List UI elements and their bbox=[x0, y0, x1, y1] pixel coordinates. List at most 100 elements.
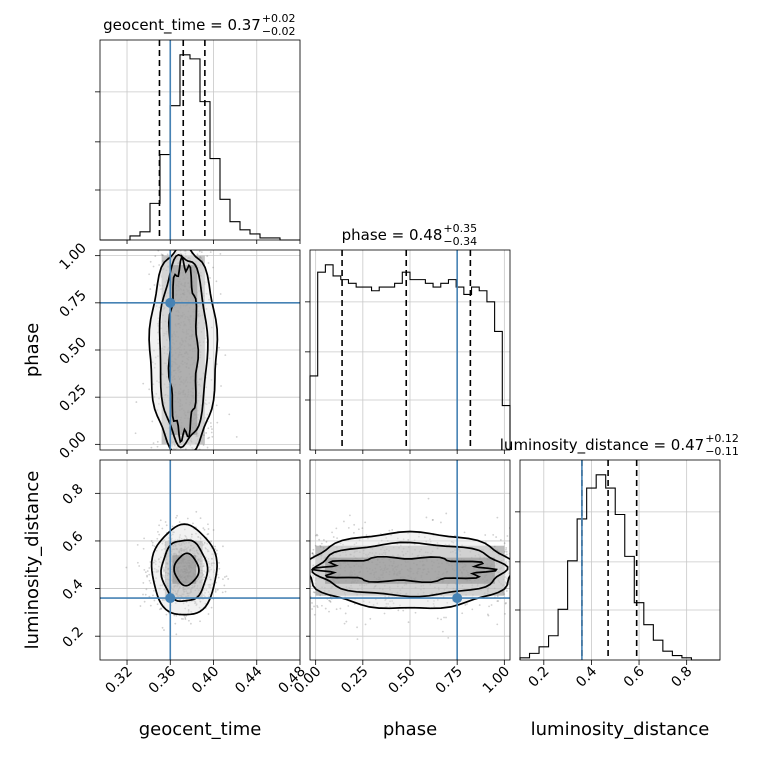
sample-point bbox=[312, 554, 315, 556]
sample-point bbox=[383, 612, 386, 615]
hist-panel-geocent_time bbox=[95, 39, 301, 241]
sample-point bbox=[144, 593, 147, 596]
sample-point bbox=[344, 612, 347, 615]
sample-point bbox=[218, 567, 221, 570]
sample-point bbox=[320, 542, 323, 545]
sample-point bbox=[156, 445, 159, 448]
sample-point bbox=[503, 550, 506, 553]
sample-point bbox=[150, 540, 153, 542]
sample-point bbox=[149, 582, 152, 584]
sample-point bbox=[440, 618, 443, 621]
sample-point bbox=[478, 604, 481, 606]
sample-point bbox=[146, 570, 149, 572]
sample-point bbox=[353, 523, 356, 526]
x-axis-label-phase: phase bbox=[383, 719, 437, 740]
sample-point bbox=[161, 254, 164, 257]
sample-point bbox=[312, 591, 315, 594]
sample-point bbox=[414, 611, 417, 614]
sample-point bbox=[486, 613, 489, 616]
sample-point bbox=[210, 425, 212, 428]
sample-point bbox=[157, 530, 159, 533]
sample-point bbox=[463, 531, 466, 534]
sample-point bbox=[311, 552, 314, 555]
sample-point bbox=[235, 436, 238, 438]
sample-point bbox=[495, 536, 498, 538]
y-tick-label: 0.00 bbox=[56, 429, 89, 462]
contour-line-2 bbox=[173, 552, 200, 587]
x-tick-label: 0.8 bbox=[668, 664, 695, 691]
sample-point bbox=[151, 541, 154, 544]
sample-point bbox=[148, 567, 151, 569]
contour-line-2 bbox=[310, 555, 498, 584]
sample-point bbox=[215, 581, 217, 584]
sample-point bbox=[215, 404, 218, 407]
sample-point bbox=[142, 593, 144, 596]
y-tick-label: 0.25 bbox=[56, 382, 89, 415]
sample-point bbox=[207, 613, 210, 615]
contour-line-1 bbox=[158, 253, 209, 449]
sample-point bbox=[311, 602, 313, 604]
sample-point bbox=[136, 543, 139, 546]
hist-panel-luminosity_distance bbox=[515, 459, 721, 661]
sample-point bbox=[349, 514, 351, 517]
sample-point bbox=[343, 520, 345, 523]
title-geocent_time: geocent_time = 0.37 +0.02−0.02 bbox=[103, 12, 295, 38]
sample-point bbox=[161, 626, 164, 629]
sample-point bbox=[211, 428, 213, 430]
sample-point bbox=[202, 527, 205, 530]
x-tick-label: 0.44 bbox=[232, 663, 265, 696]
sample-point bbox=[335, 608, 338, 611]
truth-marker bbox=[165, 297, 176, 308]
sample-point bbox=[311, 608, 313, 610]
sample-point bbox=[190, 622, 192, 625]
y-tick-label: 0.75 bbox=[56, 287, 89, 320]
sample-point bbox=[146, 574, 148, 577]
y-tick-label: 0.8 bbox=[60, 481, 87, 508]
sample-point bbox=[182, 618, 185, 620]
density-panel-geocent_time-luminosity_distance bbox=[99, 459, 301, 661]
sample-point bbox=[312, 548, 315, 551]
sample-point bbox=[487, 614, 490, 617]
sample-point bbox=[425, 516, 428, 519]
sample-point bbox=[209, 251, 212, 254]
x-tick-label: 0.25 bbox=[338, 664, 371, 697]
sample-point bbox=[496, 623, 499, 626]
sample-point bbox=[316, 606, 319, 609]
sample-point bbox=[196, 253, 199, 256]
sample-point bbox=[328, 610, 330, 613]
sample-point bbox=[466, 603, 468, 605]
sample-point bbox=[207, 427, 210, 430]
sample-point bbox=[427, 497, 430, 500]
sample-point bbox=[364, 623, 367, 626]
sample-point bbox=[143, 568, 146, 571]
sample-point bbox=[159, 608, 161, 611]
sample-point bbox=[149, 288, 152, 290]
density-panel-geocent_time-phase bbox=[99, 249, 301, 451]
sample-point bbox=[151, 544, 154, 547]
y-tick-label: 0.6 bbox=[60, 529, 87, 556]
sample-point bbox=[214, 545, 217, 548]
sample-point bbox=[210, 431, 213, 434]
sample-point bbox=[488, 605, 490, 608]
sample-point bbox=[206, 533, 209, 536]
sample-point bbox=[217, 576, 220, 579]
sample-point bbox=[211, 435, 214, 438]
sample-point bbox=[152, 265, 155, 268]
sample-point bbox=[311, 552, 314, 555]
x-axis-label-geocent_time: geocent_time bbox=[139, 719, 262, 740]
y-tick-label: 0.50 bbox=[56, 334, 89, 367]
sample-point bbox=[165, 613, 168, 616]
hist-panel-phase bbox=[305, 249, 511, 451]
sample-point bbox=[343, 622, 346, 625]
sample-point bbox=[214, 589, 217, 591]
sample-point bbox=[219, 293, 222, 295]
sample-point bbox=[471, 608, 474, 611]
sample-point bbox=[134, 432, 137, 435]
sample-point bbox=[152, 594, 154, 597]
sample-point bbox=[352, 531, 355, 534]
sample-point bbox=[361, 527, 364, 530]
sample-point bbox=[207, 437, 209, 440]
contour-line-0 bbox=[310, 530, 510, 610]
sample-point bbox=[315, 534, 317, 537]
sample-point bbox=[139, 605, 142, 607]
